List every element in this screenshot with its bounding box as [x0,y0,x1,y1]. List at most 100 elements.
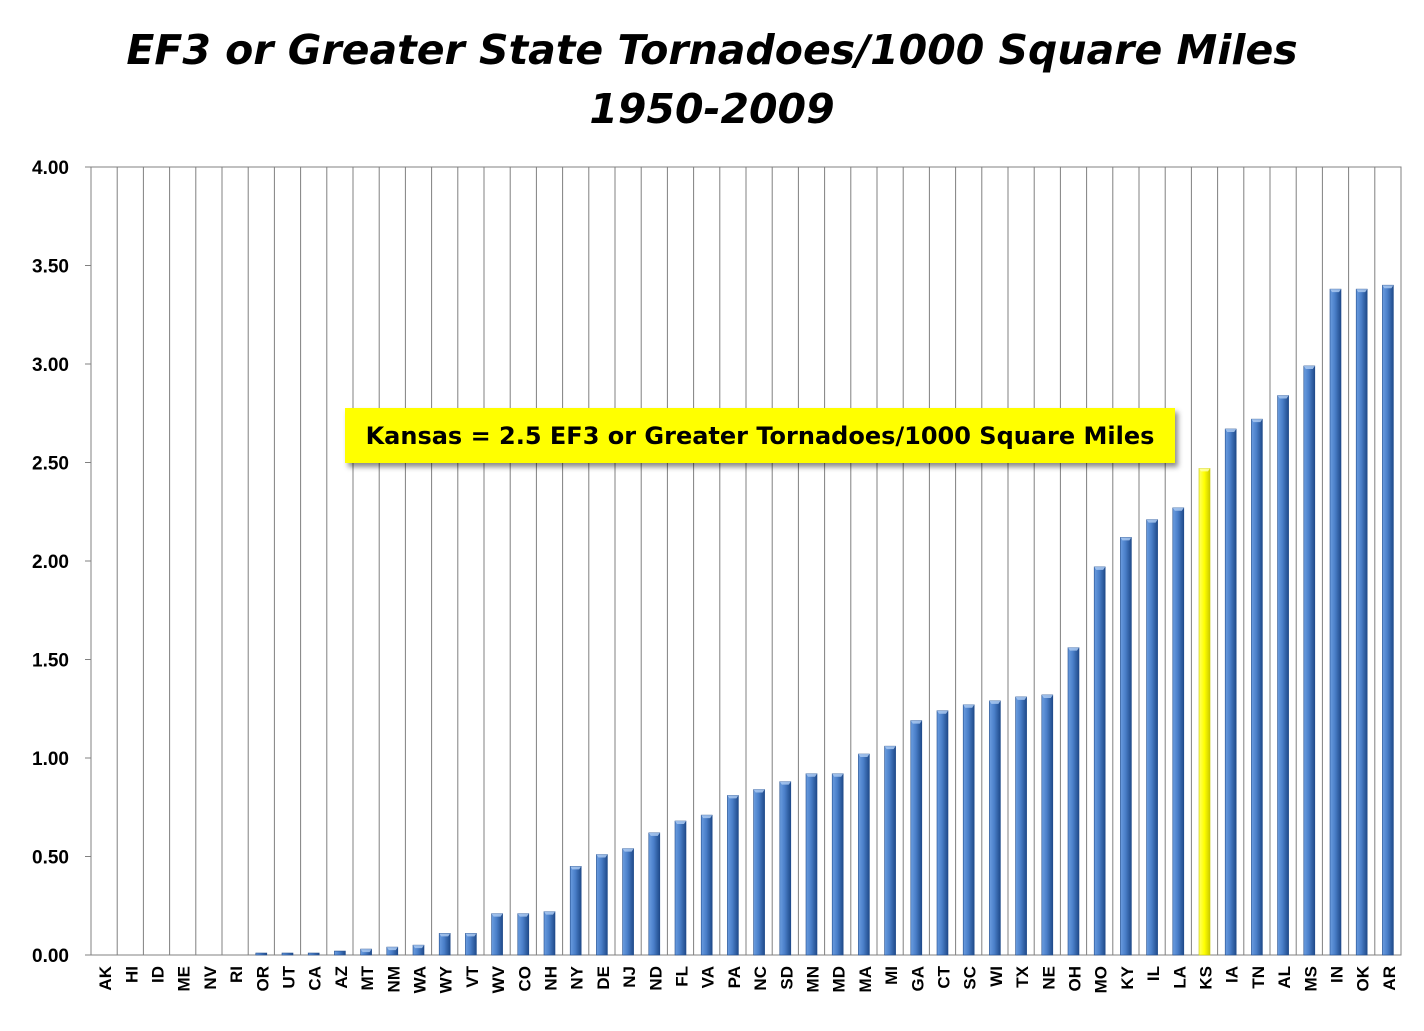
x-tick-label-tx: TX [1013,965,1032,987]
x-tick-label-co: CO [515,966,534,992]
x-tick-label-va: VA [699,966,718,988]
bar-tn [1251,418,1263,956]
bar-nc [753,789,765,956]
bar-az [334,950,346,956]
bar-ne [1041,694,1054,956]
x-tick-label-ia: IA [1223,966,1242,983]
bar-ia [1224,428,1237,956]
bar-nj [622,848,634,956]
x-tick-label-ak: AK [96,965,115,990]
x-tick-label-ok: OK [1354,965,1373,991]
x-tick-label-hi: HI [122,966,141,983]
x-tick-label-ct: CT [935,965,954,988]
bar-mi [884,745,896,956]
x-tick-label-vt: VT [463,965,482,987]
x-tick-label-md: MD [830,966,849,992]
y-tick-label: 2.00 [32,552,69,573]
bar-vt [465,933,477,956]
x-tick-label-la: LA [1170,966,1189,989]
x-tick-label-nd: ND [646,966,665,991]
x-tick-label-mi: MI [882,966,901,985]
bar-nh [543,911,556,956]
bar-oh [1067,647,1080,956]
bar-wa [412,944,425,956]
x-tick-label-tn: TN [1249,966,1268,989]
bar-in [1329,288,1342,956]
x-tick-label-ky: KY [1118,965,1137,989]
bar-wv [491,913,503,956]
bars [255,284,1394,956]
x-tick-label-ne: NE [1039,966,1058,990]
bar-mt [360,948,372,956]
bar-mn [805,773,818,956]
x-tick-label-ri: RI [227,966,246,983]
x-tick-label-de: DE [594,966,613,990]
x-tick-label-mn: MN [804,966,823,992]
x-tick-label-wy: WY [437,965,456,993]
bar-ar [1382,284,1394,956]
x-tick-label-nj: NJ [620,966,639,988]
gridlines [90,166,1402,956]
y-axis-ticks: 0.00 0.50 1.00 1.50 2.00 2.50 3.00 3.50 4.00 [32,158,91,967]
x-tick-label-ma: MA [856,966,875,992]
x-tick-label-nh: NH [542,966,561,991]
x-tick-label-me: ME [175,966,194,992]
y-tick-label: 3.00 [32,355,69,376]
bar-ca [307,952,320,956]
x-tick-label-ks: KS [1197,966,1216,990]
bar-ga [910,720,923,956]
y-tick-label: 0.00 [32,946,69,967]
bar-ma [858,753,870,956]
x-tick-label-in: IN [1328,966,1347,983]
bar-fl [674,820,687,956]
bar-ut [281,952,294,956]
bar-wi [989,700,1001,956]
x-tick-label-mo: MO [1092,966,1111,993]
x-tick-label-az: AZ [332,966,351,989]
bar-mo [1093,566,1106,956]
x-tick-label-nc: NC [751,966,770,991]
x-tick-label-mt: MT [358,965,377,990]
x-tick-label-nv: NV [201,965,220,989]
x-tick-label-pa: PA [725,966,744,988]
bar-ks [1198,468,1211,956]
bar-sc [962,704,975,956]
y-tick-label: 2.50 [32,454,69,475]
x-tick-label-sc: SC [961,966,980,990]
x-tick-label-wv: WV [489,965,508,993]
y-tick-label: 1.00 [32,749,69,770]
bar-ok [1355,288,1368,956]
chart-title: EF3 or Greater State Tornadoes/1000 Squa… [126,26,1298,74]
x-tick-label-ut: UT [280,965,299,988]
x-tick-label-sd: SD [777,966,796,990]
bar-la [1172,507,1185,956]
bar-pa [727,795,739,956]
x-axis-ticks: AK HI ID ME NV RI OR UT CA AZ MT NM WA WY VT WV CO NH NY DE… [96,965,1399,993]
x-tick-label-ar: AR [1380,966,1399,991]
x-tick-label-ms: MS [1301,966,1320,992]
bar-va [700,814,713,956]
x-tick-label-il: IL [1144,966,1163,981]
x-tick-label-ny: NY [568,965,587,989]
x-tick-label-nm: NM [384,966,403,992]
bar-il [1146,519,1158,956]
bar-sd [779,781,792,956]
x-tick-label-id: ID [149,966,168,983]
y-tick-label: 3.50 [32,257,69,278]
x-tick-label-oh: OH [1066,966,1085,992]
bar-ct [936,710,949,956]
bar-ky [1120,537,1132,956]
y-tick-label: 1.50 [32,651,69,672]
x-tick-label-or: OR [253,966,272,992]
bar-ny [569,866,582,956]
bar-tx [1015,696,1027,956]
y-tick-label: 4.00 [32,158,69,179]
bar-co [517,913,530,956]
bar-or [255,952,268,956]
y-tick-label: 0.50 [32,848,69,869]
x-tick-label-wi: WI [987,966,1006,987]
x-tick-label-wa: WA [411,966,430,993]
bar-wy [438,933,451,956]
bar-al [1277,395,1289,956]
